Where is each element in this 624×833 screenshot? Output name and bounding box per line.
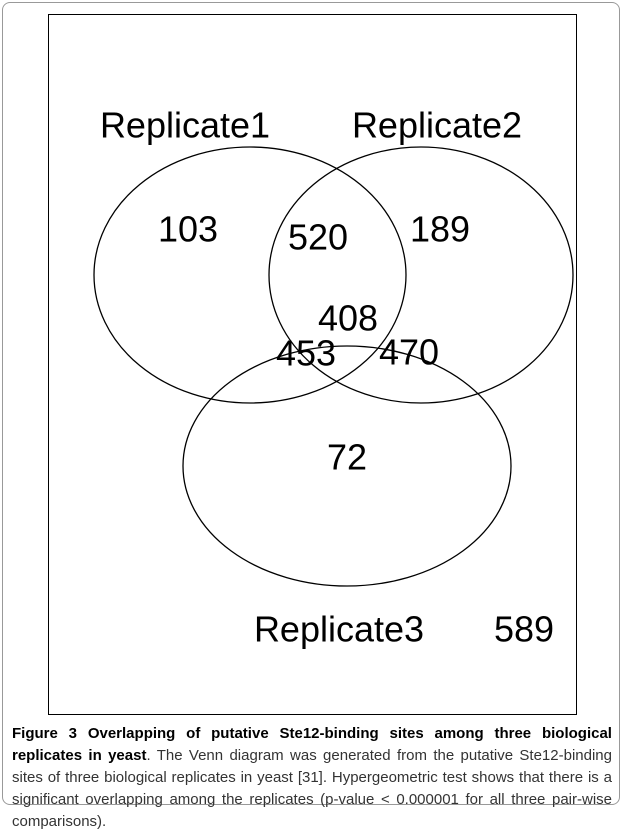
region-count: 453 [276,333,336,374]
caption-label: Figure 3 [12,725,77,742]
region-count: 103 [158,209,218,250]
region-count: 408 [318,298,378,339]
region-count: 589 [494,609,554,650]
figure-border [48,14,577,715]
caption-title-text: Overlapping of putative Ste12-binding si… [12,725,612,764]
region-count: 189 [410,209,470,250]
circle-replicate1 [93,146,407,404]
set-label: Replicate2 [352,105,522,146]
set-label: Replicate1 [100,105,270,146]
figure-frame [2,2,620,805]
region-count: 72 [327,437,367,478]
region-count: 520 [288,217,348,258]
caption-text: . The Venn diagram was generated from th… [12,747,612,830]
region-count: 470 [379,332,439,373]
circle-replicate2 [268,146,574,404]
set-label: Replicate3 [254,609,424,650]
venn-figure: Replicate1 Replicate2 Replicate3 103 189… [48,14,577,715]
circle-replicate3 [182,345,512,587]
figure-caption: Figure 3 Overlapping of putative Ste12-b… [12,723,612,833]
caption-title: Figure 3 Overlapping of putative Ste12-b… [12,725,612,764]
